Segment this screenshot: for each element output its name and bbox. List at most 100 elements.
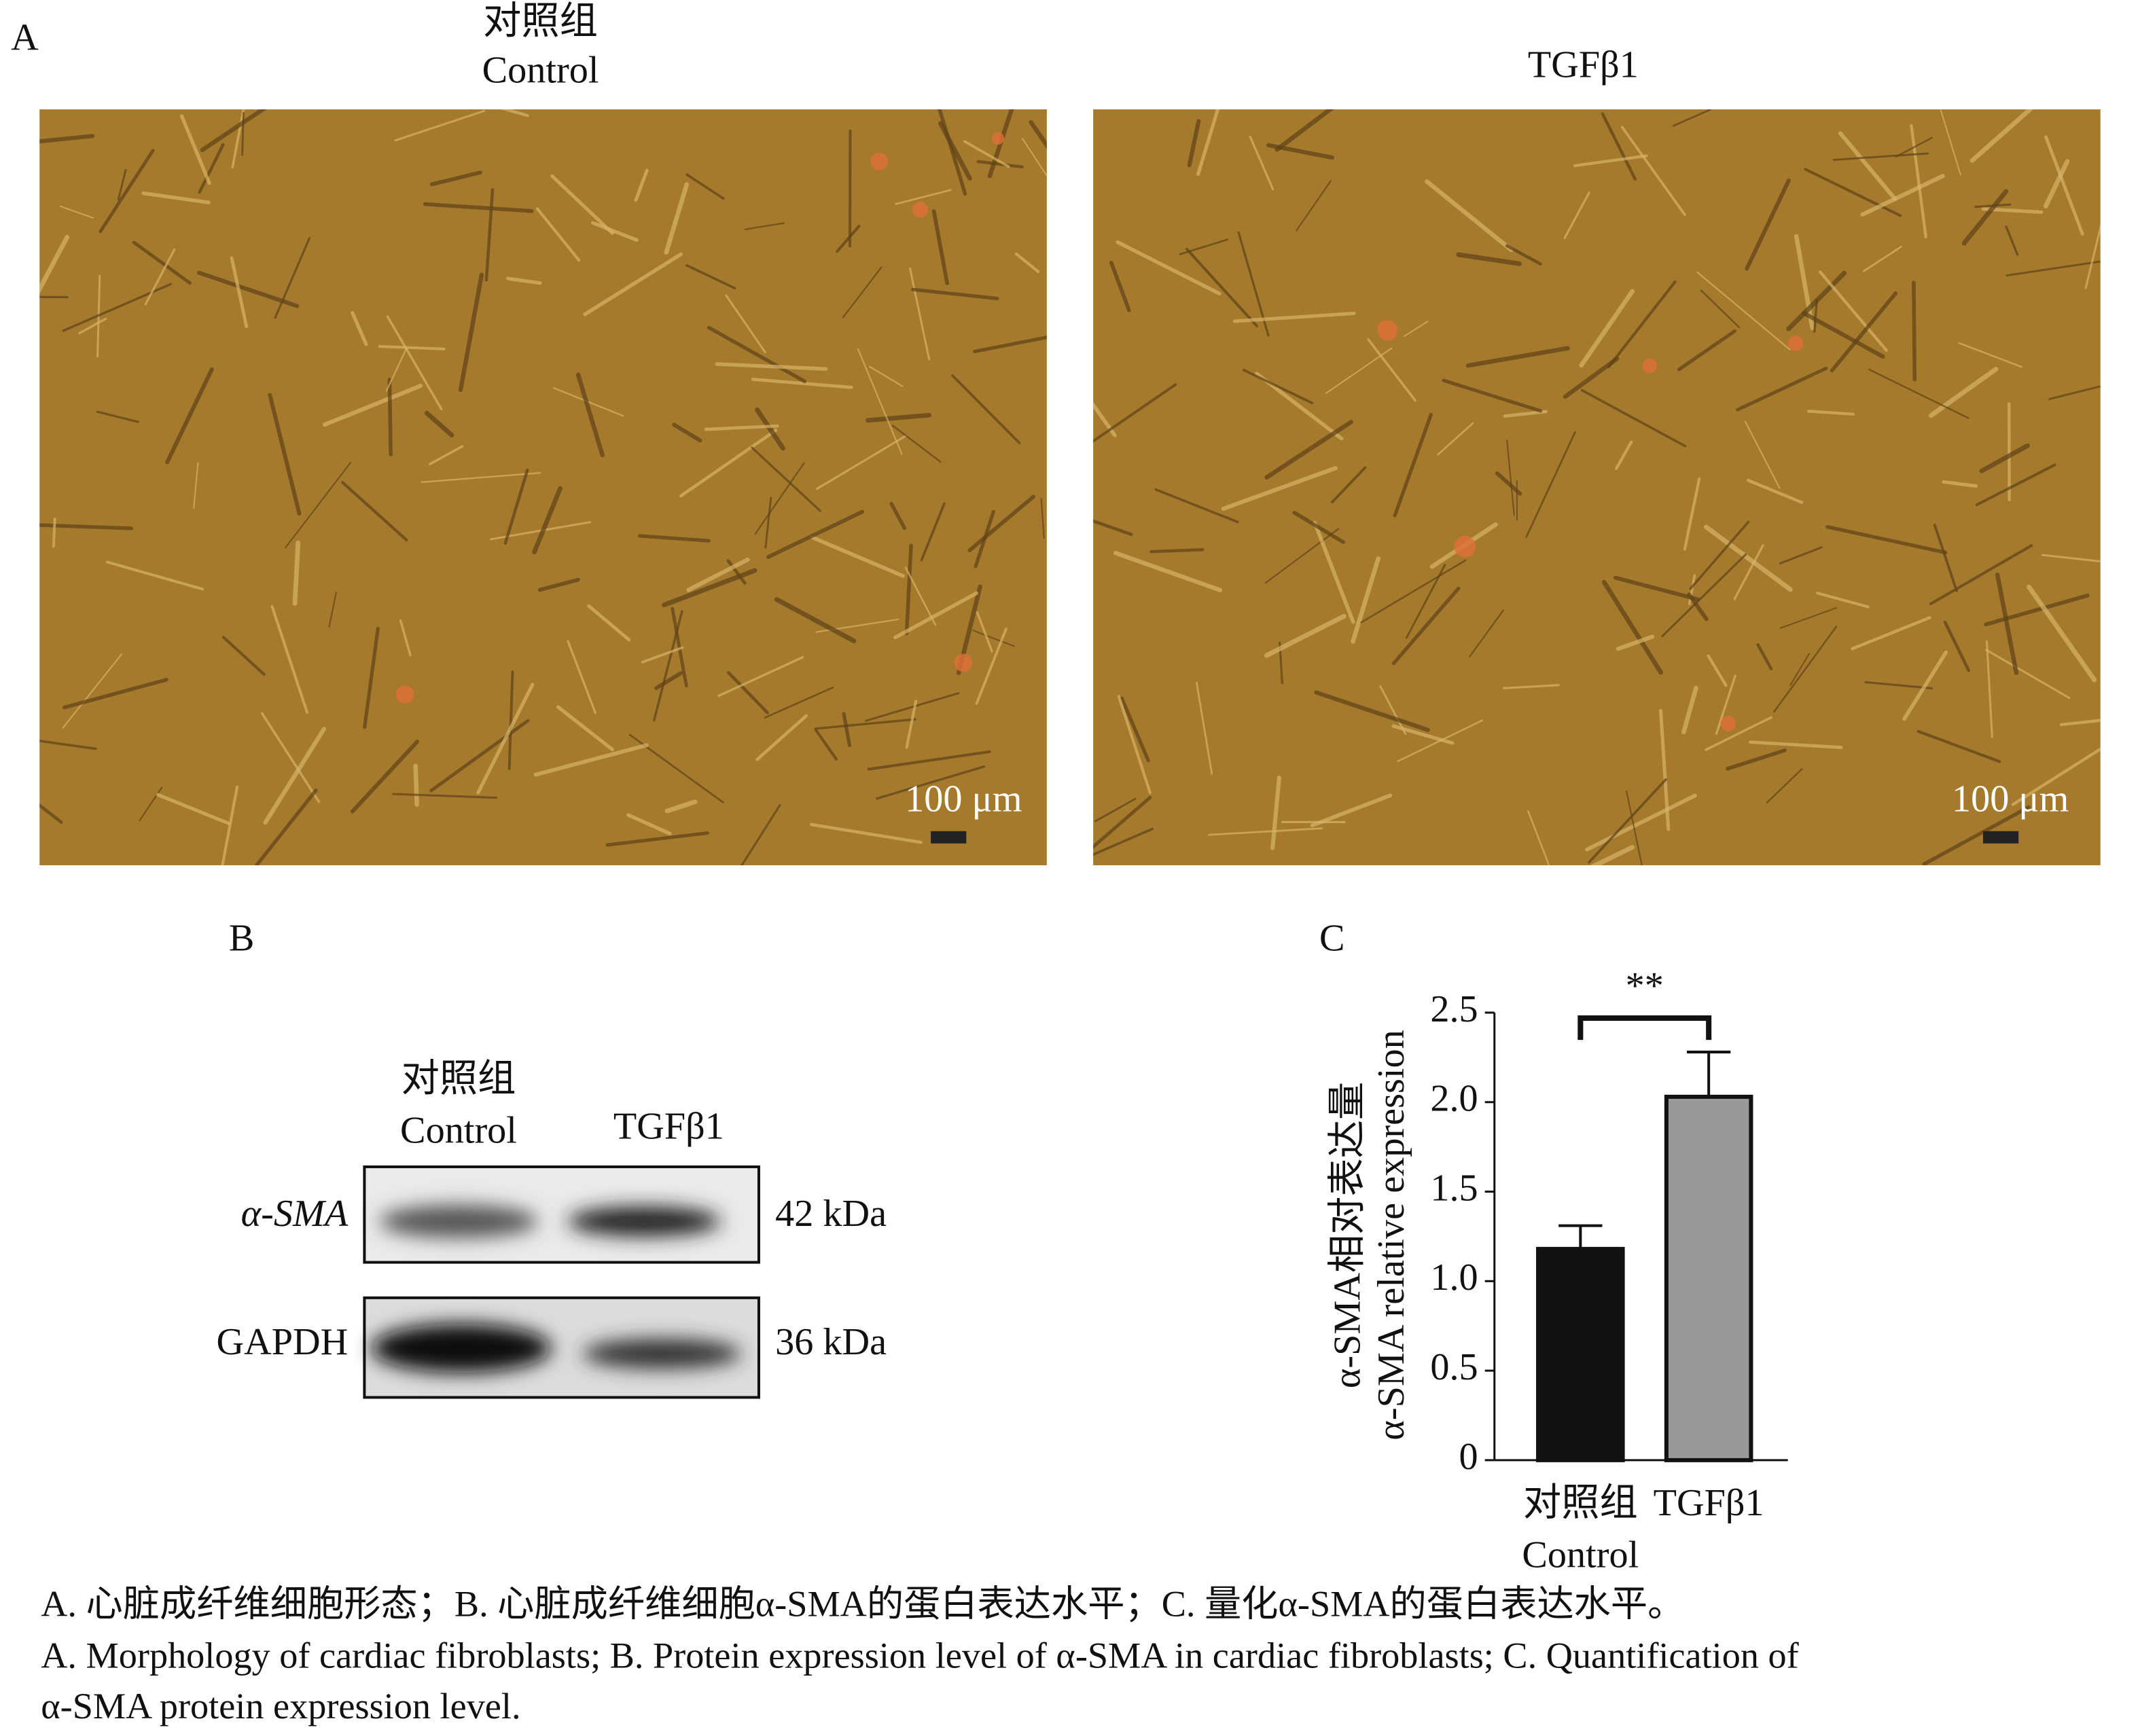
cell [1984,594,2090,627]
cell [1683,477,1701,551]
cell [1196,109,1220,177]
cell [429,170,482,187]
caption: A. Morphology of cardiac fibroblasts; B.… [41,1635,1799,1676]
cell [1860,174,1945,217]
cell [1270,776,1281,850]
cell [1958,342,2022,368]
cell [583,252,683,317]
y-tick-label: 2.0 [1430,1078,1478,1120]
cell [274,237,311,319]
bar-chart: 0 0.5 1.0 1.5 2.0 2.5 α-SMA相对表达量 α-SMA relative… [1327,965,1788,1576]
cell [1588,778,1667,864]
scale-label: 100 μm [905,778,1022,820]
cell [1916,729,2001,763]
scale-bar [931,831,967,844]
cell [672,422,702,443]
cell [1658,708,1671,831]
cell [1590,845,1635,865]
cell [1360,559,1467,623]
cell [842,266,882,319]
cell [744,222,785,230]
cell-blob [1720,716,1736,731]
cell [198,143,225,194]
cell [1902,650,1948,721]
cell [105,560,204,591]
cell [1242,368,1314,405]
cell [132,240,192,285]
cell [1579,289,1635,368]
row-label: α-SMA [241,1193,349,1235]
cell [1766,768,1803,804]
cell [1403,321,1429,338]
cell [241,111,245,156]
cell [1681,685,1698,735]
cell [1961,189,2009,246]
cell [1264,528,1340,584]
cell [1601,112,1637,181]
cell [535,207,581,262]
size-label: 36 kDa [775,1321,887,1363]
cell [1614,440,1633,471]
cell [285,461,352,549]
cell [197,270,300,308]
cell [532,486,563,555]
cell [1749,740,1843,749]
cell [1715,674,1736,736]
column-label: 对照组 [402,1057,516,1100]
cell [1779,607,1838,629]
cell [685,173,725,200]
cell [967,494,1036,553]
cell [1094,797,1137,822]
cell [686,557,750,592]
cell [1014,252,1040,273]
cell [1113,551,1223,592]
y-axis-label: α-SMA relative expression [1370,1030,1412,1440]
cell [99,149,155,234]
cell [1093,795,1152,850]
cell-blob [991,132,1005,145]
cell [341,481,408,542]
cell [1756,643,1773,670]
cell [1689,520,1750,590]
cell [1807,410,1855,416]
cell [1442,378,1543,413]
cell [895,189,952,205]
cell [387,378,393,456]
cell [909,267,931,361]
cell [1773,626,1838,712]
y-tick-label: 1.5 [1430,1167,1478,1209]
y-tick-label: 0.5 [1430,1346,1478,1388]
cell [59,205,94,219]
cell [726,559,747,585]
cell [755,714,808,761]
significance-bracket [1577,1015,1712,1041]
cell [1687,592,1709,621]
micrograph [1093,109,2101,865]
cell [1573,154,1648,168]
cell [905,700,918,749]
cell [78,317,107,335]
cell [328,592,337,628]
bar [1664,1094,1753,1462]
cell [1975,463,2056,507]
cell [230,256,249,329]
cell [1744,420,1781,489]
cell [1585,793,1697,852]
cell [857,348,903,455]
cell [1274,109,1334,152]
cell [1895,137,1933,158]
cell [351,310,368,346]
cell [254,789,318,865]
cell [221,636,266,676]
cell [725,294,766,354]
cell [1779,546,1823,564]
cell [1707,654,1728,687]
cell [1503,684,1560,689]
cell [1928,367,1999,418]
cell [141,191,211,204]
cell [500,109,529,117]
cell [1325,347,1393,395]
cell [1093,383,1177,443]
cell [1802,310,1885,359]
cell [2011,747,2101,806]
